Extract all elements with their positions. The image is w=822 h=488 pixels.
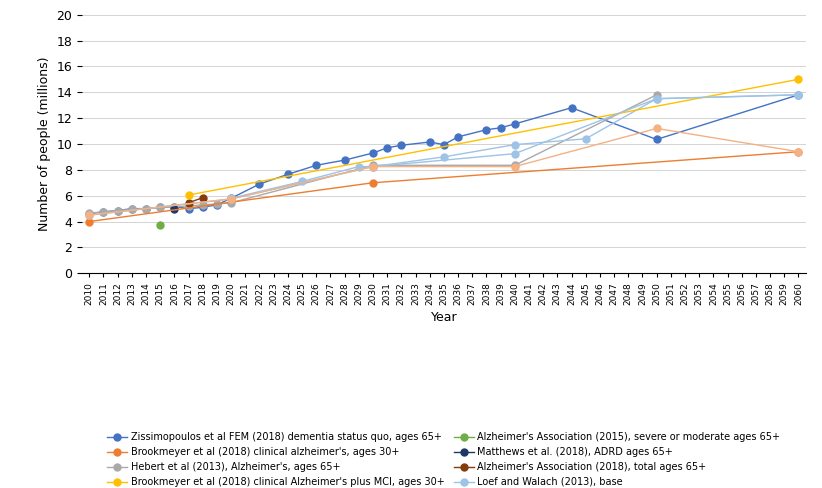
Legend: Zissimopoulos et al FEM (2018) dementia status quo, ages 65+, Brookmeyer et al (: Zissimopoulos et al FEM (2018) dementia … (104, 428, 784, 488)
Y-axis label: Number of people (millions): Number of people (millions) (38, 57, 51, 231)
X-axis label: Year: Year (431, 311, 457, 324)
